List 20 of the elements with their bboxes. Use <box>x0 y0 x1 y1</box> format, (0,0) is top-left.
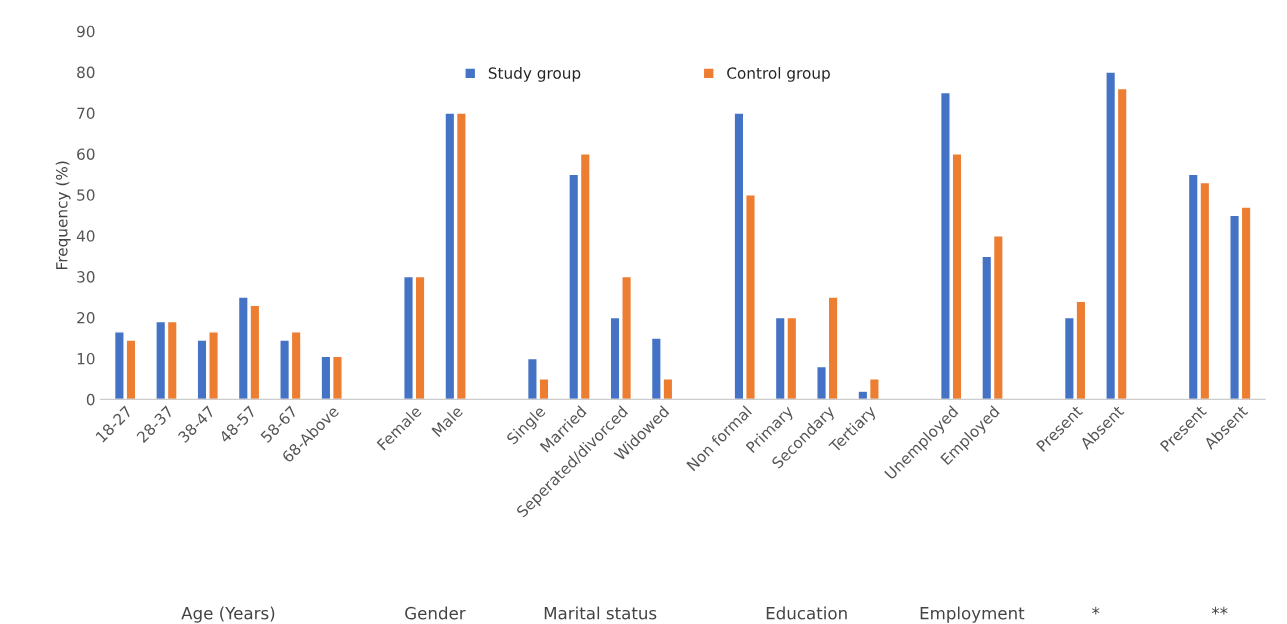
y-tick-label: 10 <box>77 352 95 365</box>
text: Gender <box>405 606 466 620</box>
y-tick-label: 80 <box>77 66 95 79</box>
y-tick-label: 60 <box>77 148 95 160</box>
y-tick-label: 90 <box>77 25 95 38</box>
y-axis-title: Frequency (%) <box>55 161 71 269</box>
text: ** <box>1211 606 1228 615</box>
text: Age (Years) <box>181 606 275 623</box>
y-tick-label: 20 <box>77 312 95 324</box>
text: Employment <box>920 606 1025 623</box>
legend-label: Control group <box>727 67 830 82</box>
y-tick-label: 30 <box>77 271 95 283</box>
text: Education <box>766 606 847 620</box>
y-tick-label: 70 <box>77 107 95 120</box>
legend-label: Study group <box>488 67 581 82</box>
text: Marital status <box>544 606 657 620</box>
y-tick-label: 40 <box>76 230 95 242</box>
y-tick-label: 50 <box>77 189 95 201</box>
y-tick-label: 0 <box>86 393 95 406</box>
text: * <box>1092 606 1100 615</box>
